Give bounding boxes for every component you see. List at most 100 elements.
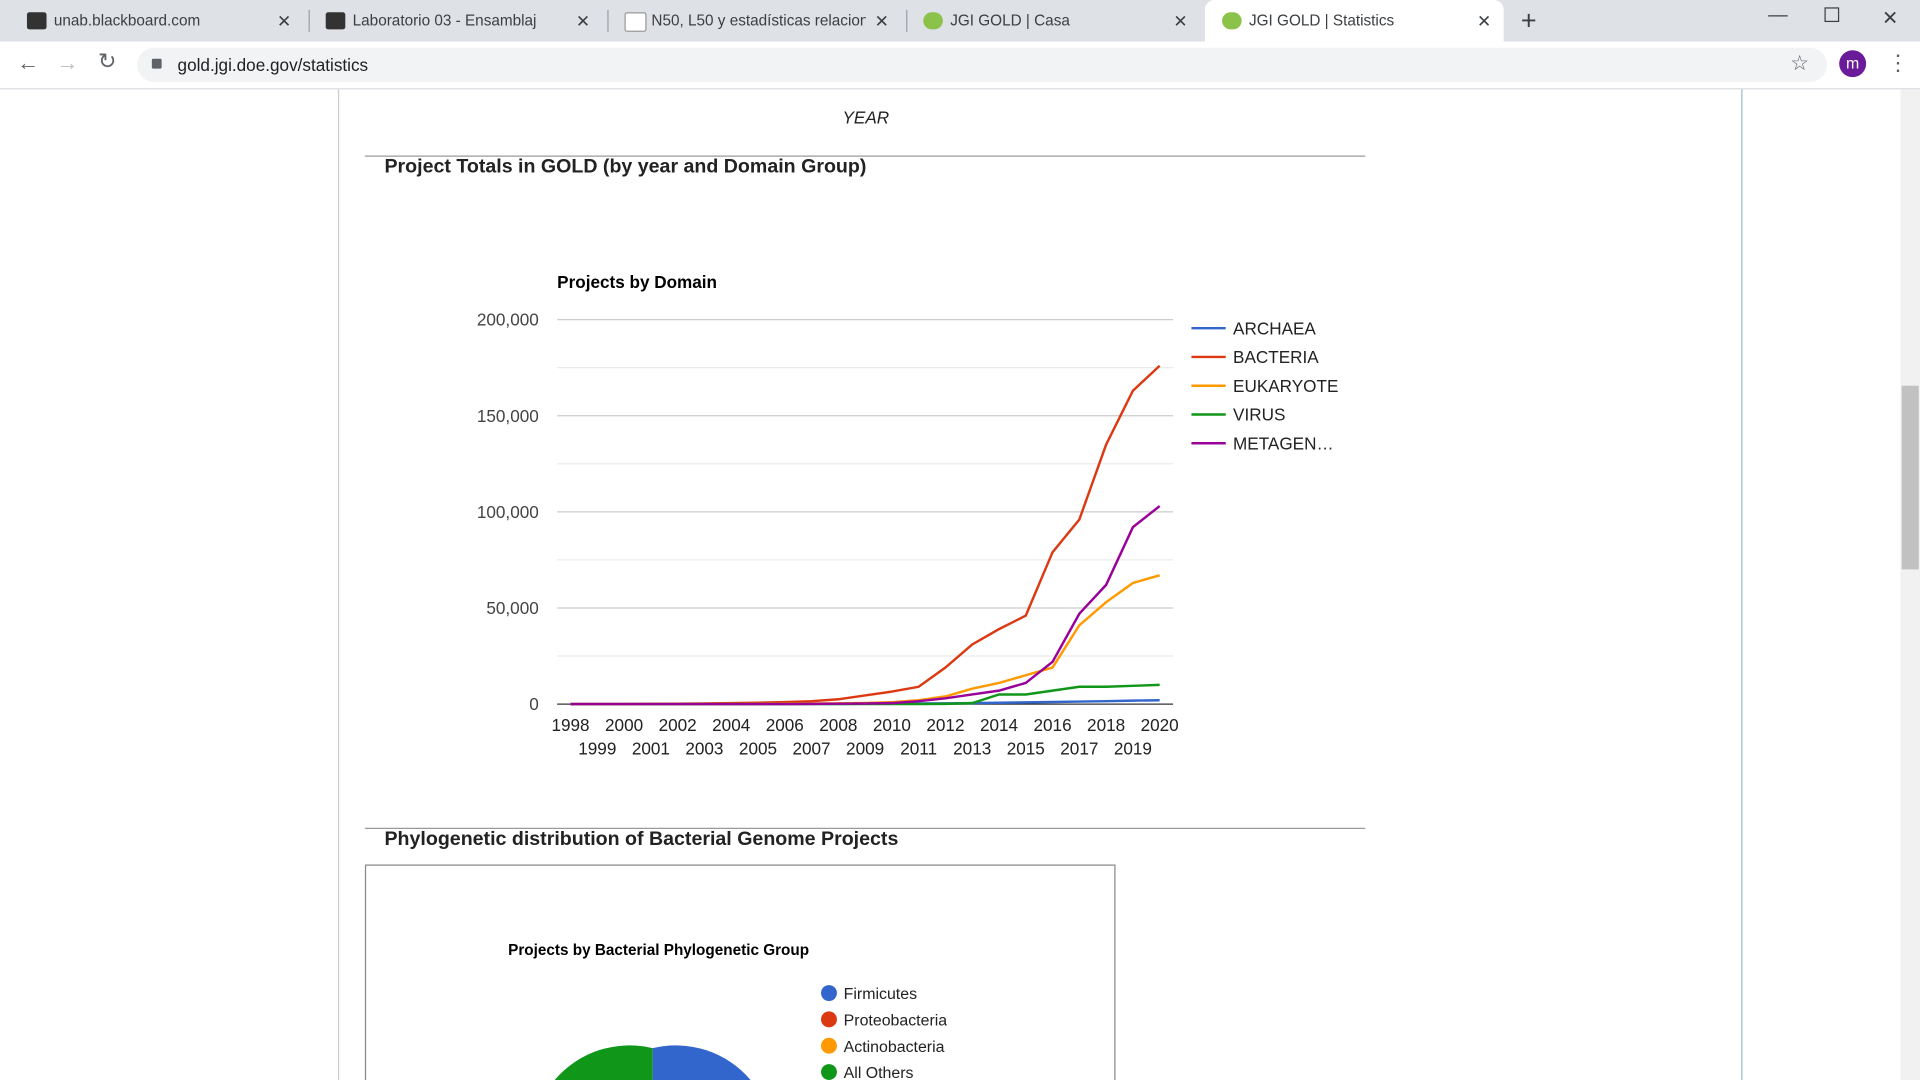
x-tick-label: 2007 — [792, 738, 830, 758]
pie-slice-visible — [652, 1045, 751, 1080]
tab[interactable]: N50, L50 y estadísticas relacionad ✕ — [607, 0, 901, 42]
x-tick-label: 2001 — [632, 738, 670, 758]
x-tick-label: 2009 — [846, 738, 884, 758]
chart-title: Projects by Domain — [557, 272, 717, 292]
page-content: YEAR Project Totals in GOLD (by year and… — [0, 89, 1920, 1080]
y-tick-label: 200,000 — [477, 310, 539, 330]
scrollbar-thumb[interactable] — [1901, 385, 1919, 570]
section-heading: Phylogenetic distribution of Bacterial G… — [384, 828, 899, 850]
x-tick-label: 2004 — [712, 715, 751, 735]
tab-icon — [624, 12, 647, 32]
tab-title: Laboratorio 03 - Ensamblaje de g — [352, 12, 537, 30]
x-tick-label: 2020 — [1141, 715, 1179, 735]
legend-swatch — [821, 985, 837, 1002]
x-tick-label: 2011 — [900, 738, 937, 758]
x-tick-label: 2019 — [1114, 738, 1152, 758]
tab-separator — [607, 9, 609, 32]
axis-label: YEAR — [842, 107, 890, 128]
omnibox[interactable]: gold.jgi.doe.gov/statistics ☆ — [137, 47, 1827, 83]
series-line — [570, 505, 1161, 706]
forward[interactable]: → — [56, 50, 79, 75]
series-line — [570, 574, 1161, 706]
chart-frame — [364, 864, 1116, 1080]
section-rule — [364, 827, 1366, 829]
tab[interactable]: unab.blackboard.com ✕ — [10, 0, 304, 42]
x-tick-label: 2002 — [659, 715, 697, 735]
profile-avatar[interactable]: m — [1839, 50, 1867, 78]
legend-label: Proteobacteria — [844, 1013, 948, 1030]
minimize[interactable]: — — [1768, 4, 1788, 26]
legend-label: Firmicutes — [844, 986, 917, 1003]
back[interactable]: ← — [17, 50, 40, 75]
reload[interactable]: ↻ — [97, 48, 117, 74]
legend-label: Actinobacteria — [844, 1039, 945, 1056]
legend-label: EUKARYOTE — [1233, 376, 1338, 396]
y-tick-label: 0 — [529, 694, 539, 714]
legend-swatch — [821, 1037, 837, 1054]
x-tick-label: 2003 — [685, 738, 723, 758]
tab-close[interactable]: ✕ — [277, 11, 292, 31]
tab-icon — [1222, 12, 1242, 30]
legend-label: METAGEN… — [1233, 433, 1334, 453]
legend-label: BACTERIA — [1233, 347, 1319, 367]
column-border — [1741, 89, 1743, 1080]
restore[interactable] — [1824, 7, 1840, 23]
scrollbar[interactable] — [1900, 89, 1920, 1080]
x-tick-label: 2006 — [766, 715, 804, 735]
tab[interactable]: Laboratorio 03 - Ensamblaje de g ✕ — [309, 0, 603, 42]
url: gold.jgi.doe.gov/statistics — [177, 55, 369, 75]
y-tick-label: 100,000 — [477, 502, 539, 522]
tab-title: JGI GOLD | Casa — [950, 12, 1070, 30]
pie-slice-visible — [554, 1045, 653, 1080]
legend-label: All Others — [844, 1065, 914, 1080]
bookmark-star[interactable]: ☆ — [1790, 51, 1809, 75]
tab-separator — [906, 9, 908, 32]
column-border — [337, 89, 340, 1080]
tab-icon — [923, 12, 943, 30]
tab-close[interactable]: ✕ — [874, 11, 889, 31]
legend-swatch — [821, 1011, 837, 1028]
section-rule — [364, 155, 1366, 157]
x-tick-label: 2012 — [926, 715, 964, 735]
x-tick-label: 2018 — [1087, 715, 1125, 735]
x-tick-label: 2015 — [1007, 738, 1045, 758]
x-tick-label: 2008 — [819, 715, 857, 735]
legend-swatch — [821, 1064, 837, 1080]
tab-title: unab.blackboard.com — [53, 12, 201, 30]
menu[interactable]: ⋮ — [1886, 50, 1909, 75]
x-tick-label: 2010 — [873, 715, 911, 735]
x-tick-label: 1998 — [551, 715, 589, 735]
x-tick-label: 2000 — [605, 715, 643, 735]
tab-bar: unab.blackboard.com ✕ Laboratorio 03 - En… — [0, 0, 1920, 42]
tab[interactable]: JGI GOLD | Statistics ✕ — [1204, 0, 1504, 42]
x-tick-label: 2014 — [980, 715, 1019, 735]
tab-title: N50, L50 y estadísticas relacionad — [651, 12, 866, 30]
x-tick-label: 2013 — [953, 738, 991, 758]
tab-close[interactable]: ✕ — [1173, 11, 1188, 31]
chart-title: Projects by Bacterial Phylogenetic Group — [508, 942, 809, 959]
x-tick-label: 2005 — [739, 738, 777, 758]
x-tick-label: 2016 — [1034, 715, 1072, 735]
tab-title: JGI GOLD | Statistics — [1248, 12, 1395, 30]
tab-icon — [26, 12, 47, 30]
tab-icon — [325, 12, 346, 30]
legend-label: VIRUS — [1233, 405, 1285, 425]
new-tab[interactable]: + — [1520, 4, 1537, 36]
y-tick-label: 50,000 — [486, 598, 538, 618]
close-window[interactable]: ✕ — [1882, 8, 1899, 30]
tab-close[interactable]: ✕ — [1477, 11, 1492, 31]
lock-icon — [151, 58, 162, 69]
tab[interactable]: JGI GOLD | Casa ✕ — [906, 0, 1200, 42]
x-tick-label: 2017 — [1060, 738, 1098, 758]
section-heading: Project Totals in GOLD (by year and Doma… — [384, 156, 867, 178]
y-tick-label: 150,000 — [477, 406, 539, 426]
toolbar: ← → ↻ gold.jgi.doe.gov/statistics ☆ m ⋮ — [0, 41, 1920, 90]
tab-close[interactable]: ✕ — [575, 11, 591, 31]
legend-label: ARCHAEA — [1233, 318, 1316, 338]
series-line — [570, 364, 1161, 706]
x-tick-label: 1999 — [578, 738, 616, 758]
